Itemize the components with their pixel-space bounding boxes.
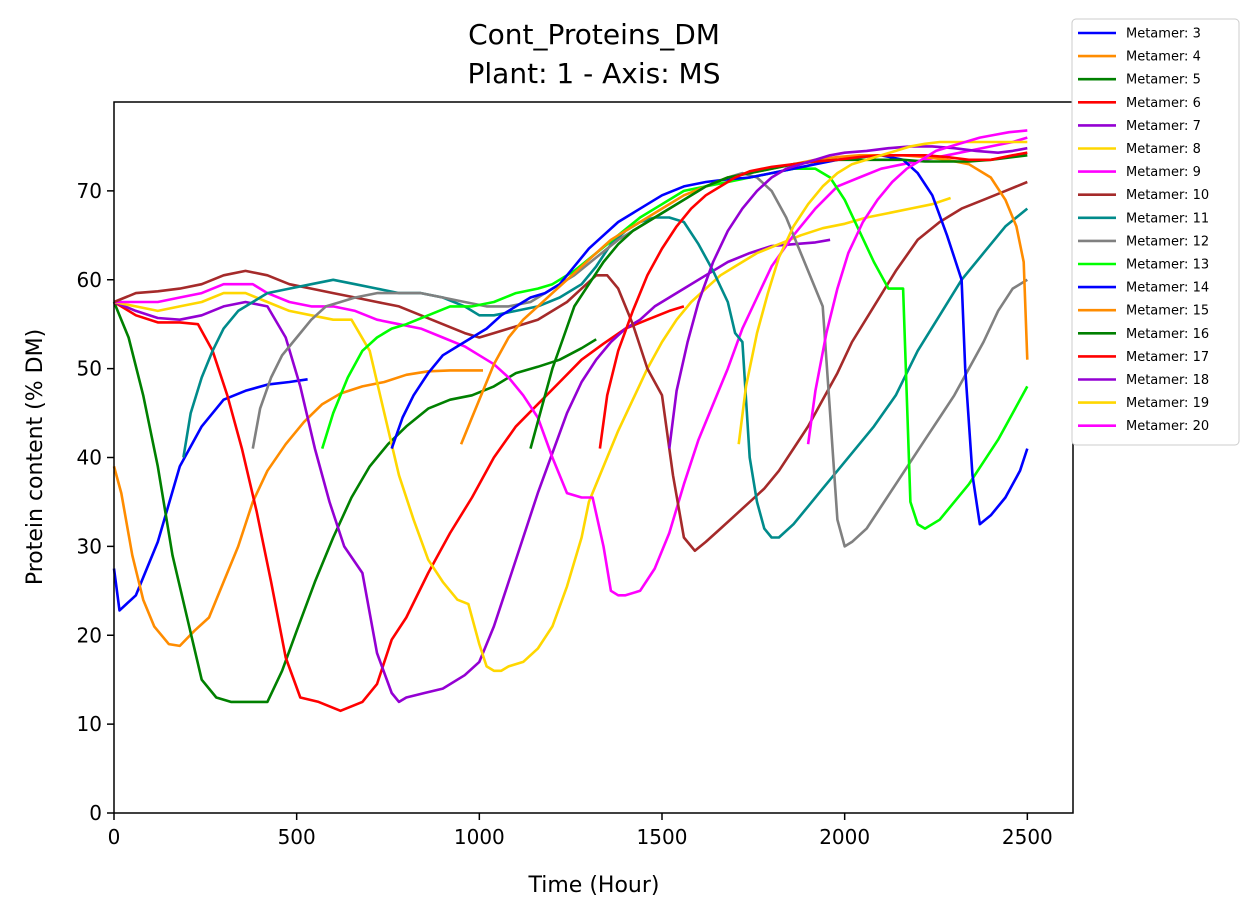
legend-label: Metamer: 5 xyxy=(1126,73,1201,88)
legend: Metamer: 3 Metamer: 4 Metamer: 5 Metamer: 6… xyxy=(1071,18,1240,446)
series-lines xyxy=(112,129,1029,713)
legend-label: Metamer: 15 xyxy=(1126,304,1209,319)
legend-label: Metamer: 9 xyxy=(1126,165,1201,180)
legend-items: Metamer: 3 Metamer: 4 Metamer: 5 Metamer: 6… xyxy=(1078,27,1209,434)
y-tick-label: 70 xyxy=(77,179,102,203)
series-line-10 xyxy=(320,167,1029,530)
y-tick-label: 30 xyxy=(77,534,102,558)
series-line-3 xyxy=(113,300,685,713)
legend-label: Metamer: 8 xyxy=(1126,142,1201,157)
chart-subtitle: Plant: 1 - Axis: MS xyxy=(468,57,721,90)
legend-label: Metamer: 10 xyxy=(1126,188,1209,203)
legend-label: Metamer: 13 xyxy=(1126,258,1209,273)
legend-label: Metamer: 16 xyxy=(1126,327,1209,342)
y-tick-label: 20 xyxy=(77,623,102,647)
legend-label: Metamer: 19 xyxy=(1126,396,1209,411)
legend-label: Metamer: 12 xyxy=(1126,234,1209,249)
x-tick-label: 500 xyxy=(278,825,316,849)
legend-label: Metamer: 7 xyxy=(1126,119,1201,134)
series-line-14 xyxy=(598,151,1028,449)
y-tick-label: 50 xyxy=(77,357,102,381)
legend-label: Metamer: 11 xyxy=(1126,211,1209,226)
legend-label: Metamer: 3 xyxy=(1126,27,1201,42)
series-line-4 xyxy=(113,238,831,704)
y-tick-label: 10 xyxy=(77,712,102,736)
series-line-17 xyxy=(806,129,1028,445)
x-tick-label: 1000 xyxy=(454,825,505,849)
y-axis-label: Protein content (% DM) xyxy=(23,329,48,585)
x-tick-label: 0 xyxy=(108,825,121,849)
series-line-0 xyxy=(112,378,308,612)
series-line-15 xyxy=(668,145,1028,449)
series-line-7 xyxy=(113,180,1028,553)
legend-label: Metamer: 17 xyxy=(1126,350,1209,365)
x-axis-ticks: 0 500 1000 1500 2000 2500 xyxy=(108,813,1053,849)
series-line-5 xyxy=(113,196,952,673)
series-line-6 xyxy=(114,136,1028,597)
x-axis-label: Time (Hour) xyxy=(528,873,660,898)
legend-label: Metamer: 6 xyxy=(1126,96,1201,111)
plot-area-frame xyxy=(113,101,1074,814)
legend-label: Metamer: 4 xyxy=(1126,50,1201,65)
legend-label: Metamer: 20 xyxy=(1126,419,1209,434)
series-line-11 xyxy=(390,154,1029,526)
x-tick-label: 2000 xyxy=(819,825,870,849)
y-axis-ticks: 0 10 20 30 40 50 60 70 xyxy=(77,179,114,825)
x-tick-label: 1500 xyxy=(637,825,688,849)
legend-label: Metamer: 18 xyxy=(1126,373,1209,388)
legend-label: Metamer: 14 xyxy=(1126,281,1209,296)
series-line-1 xyxy=(112,369,483,648)
y-tick-label: 40 xyxy=(77,446,102,470)
chart-title: Cont_Proteins_DM xyxy=(468,18,720,51)
series-line-2 xyxy=(112,301,597,704)
y-tick-label: 60 xyxy=(77,268,102,292)
x-tick-label: 2500 xyxy=(1002,825,1053,849)
y-tick-label: 0 xyxy=(89,801,102,825)
